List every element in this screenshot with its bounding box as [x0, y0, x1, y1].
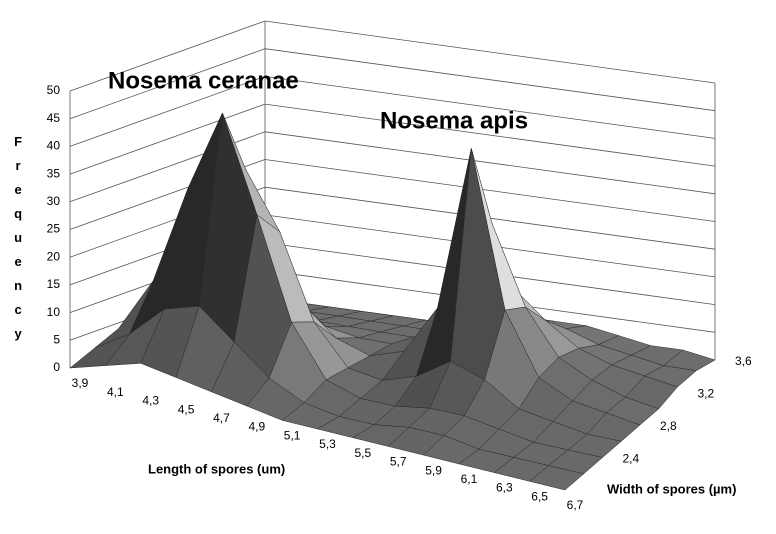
x-tick-label: 5,1 — [284, 428, 301, 442]
grid-line — [264, 76, 716, 139]
x-tick-label: 4,7 — [213, 411, 230, 425]
y-tick-label: 40 — [47, 139, 61, 153]
x-tick-label: 6,1 — [461, 472, 478, 486]
y-tick-label: 0 — [53, 360, 60, 374]
x-tick-label: 6,5 — [531, 489, 548, 503]
grid-line — [69, 48, 266, 120]
annotation: Nosema apis — [380, 107, 528, 134]
grid-line — [69, 103, 266, 175]
y-tick-label: 15 — [47, 277, 61, 291]
surface-cell — [529, 465, 585, 491]
depth-tick-label: 3,2 — [698, 387, 715, 401]
x-tick-label: 5,3 — [319, 437, 336, 451]
y-tick-label: 10 — [47, 305, 61, 319]
x-tick-label: 5,5 — [355, 446, 372, 460]
depth-tick-label: 2,4 — [623, 452, 640, 466]
x-tick-label: 3,9 — [72, 376, 89, 390]
y-tick-label: 5 — [53, 332, 60, 346]
surface — [69, 112, 716, 491]
x-tick-label: 5,7 — [390, 455, 407, 469]
grid-line — [264, 20, 716, 84]
x-tick-label: 4,3 — [142, 394, 159, 408]
y-tick-label: 35 — [47, 166, 61, 180]
y-axis-title: Frequency — [11, 134, 26, 350]
x-tick-label: 4,5 — [178, 402, 195, 416]
depth-tick-label: 2,8 — [660, 419, 677, 433]
depth-tick-label: 3,6 — [735, 354, 752, 368]
annotation: Nosema ceranae — [108, 67, 299, 94]
grid-line — [264, 159, 716, 222]
x-tick-label: 6,3 — [496, 481, 513, 495]
grid-line — [69, 20, 266, 92]
y-tick-label: 45 — [47, 111, 61, 125]
y-tick-label: 25 — [47, 222, 61, 236]
y-tick-label: 20 — [47, 249, 61, 263]
grid-line — [264, 48, 716, 112]
x-tick-label: 4,1 — [107, 385, 124, 399]
grid-line — [264, 103, 716, 167]
labels: 0 5 10 15 20 25 30 35 40 45 50 3,9 4,1 4,3 4,5 4,7 4,9 5,… — [47, 83, 752, 512]
depth-axis-title: Width of spores (µm) — [607, 481, 736, 496]
y-tick-label: 50 — [47, 83, 61, 97]
x-tick-label: 4,9 — [248, 420, 265, 434]
grid-line — [264, 131, 716, 195]
grid-line — [69, 76, 266, 147]
x-axis-title: Length of spores (um) — [148, 461, 285, 476]
walls — [69, 20, 716, 369]
y-tick-label: 30 — [47, 194, 61, 208]
x-tick-label: 5,9 — [425, 463, 442, 477]
x-tick-label: 6,7 — [567, 498, 584, 512]
